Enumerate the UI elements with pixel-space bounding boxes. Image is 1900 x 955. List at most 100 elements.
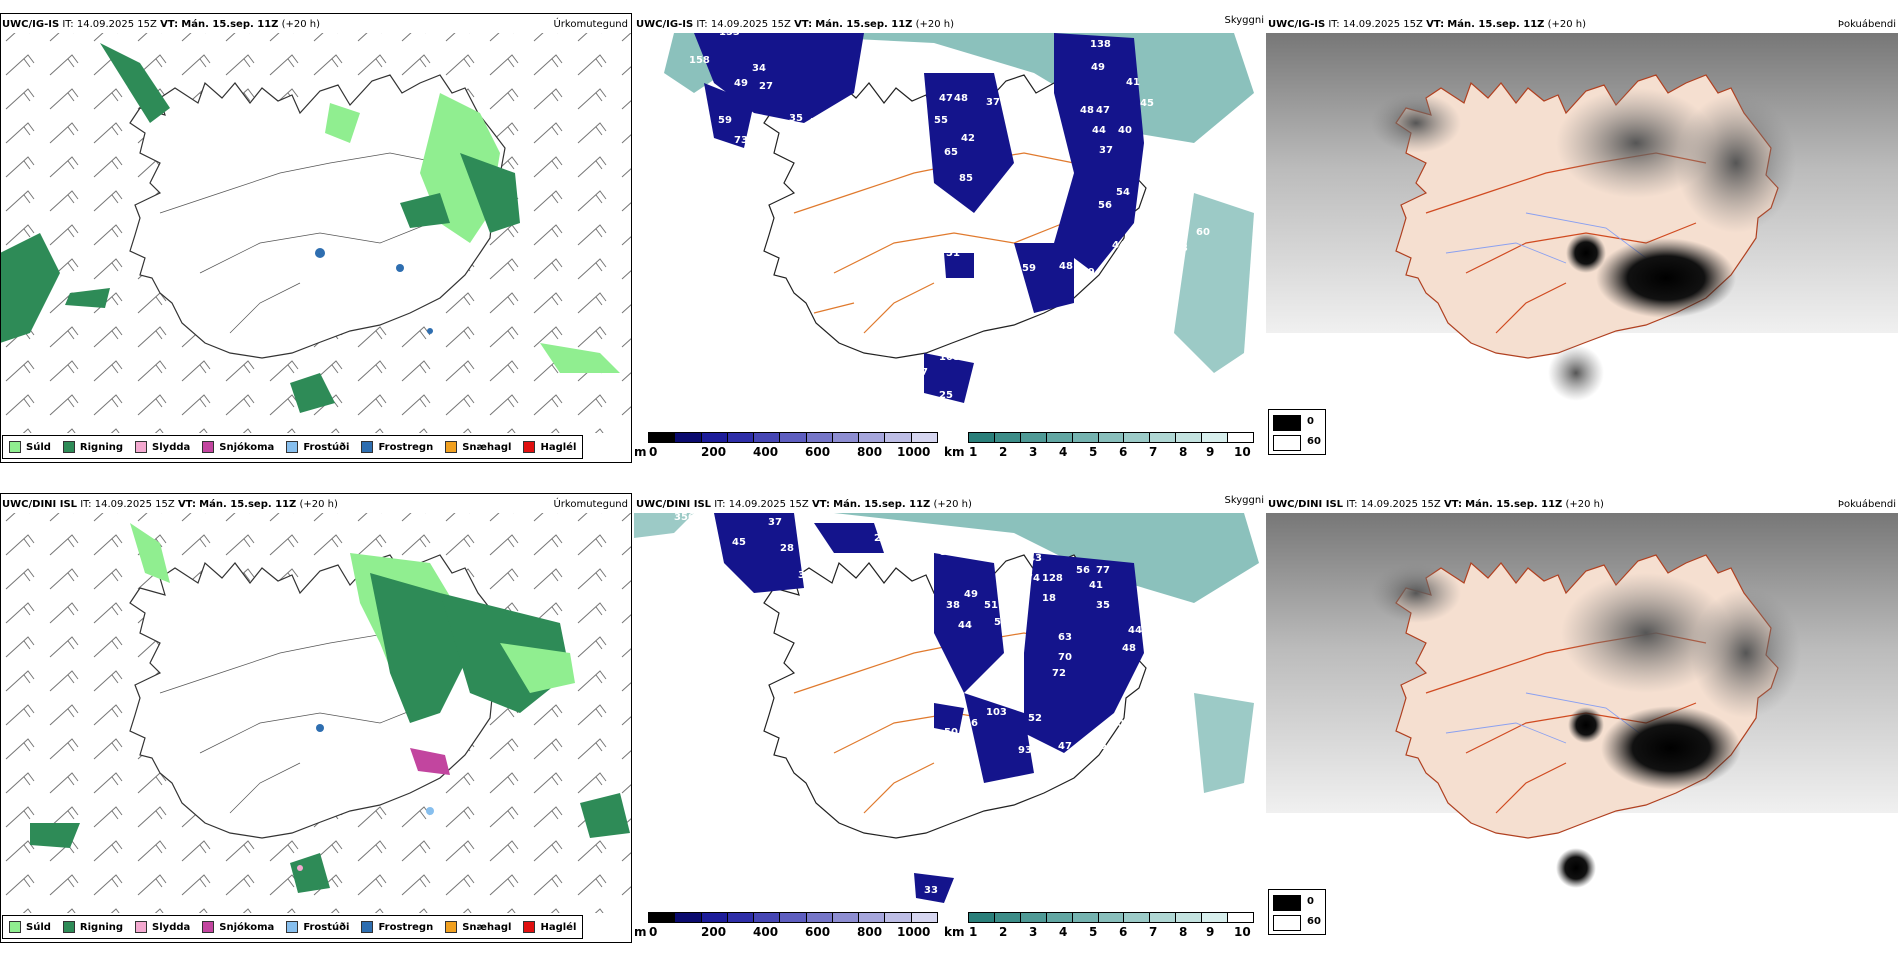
svg-text:43: 43	[1028, 553, 1042, 564]
svg-text:138: 138	[1090, 39, 1111, 50]
it-value: 14.09.2025 15Z	[728, 499, 809, 510]
svg-text:115: 115	[862, 57, 883, 68]
svg-text:510: 510	[910, 527, 931, 538]
visibility-panel-bottom: 356 502 37 45 28 33 263 510 31 40 49 38 …	[634, 493, 1266, 955]
svg-text:49: 49	[964, 589, 978, 600]
model-name: UWC/IG-IS	[2, 19, 60, 30]
svg-text:48: 48	[1164, 215, 1178, 226]
svg-text:33: 33	[924, 885, 938, 896]
svg-text:37: 37	[1099, 145, 1113, 156]
svg-text:48: 48	[1122, 643, 1136, 654]
vt-label: VT:	[811, 499, 830, 510]
colorbar-tick: 400	[753, 445, 779, 459]
svg-text:63: 63	[1174, 243, 1188, 254]
legend-item: Frostregn	[361, 441, 433, 453]
fog-index-map	[1266, 493, 1898, 955]
svg-text:44: 44	[1032, 100, 1046, 111]
svg-text:263: 263	[874, 533, 895, 544]
svg-text:40: 40	[1118, 125, 1132, 136]
svg-text:70: 70	[1058, 652, 1072, 663]
it-value: 14.09.2025 15Z	[1342, 19, 1423, 30]
svg-text:103: 103	[986, 707, 1007, 718]
svg-text:34: 34	[752, 63, 766, 74]
svg-text:44: 44	[808, 117, 822, 128]
precip-type-panel-bottom: UWC/DINI ISL IT: 14.09.2025 15Z VT: Mán.…	[0, 493, 632, 955]
colorbar-tick: 1000	[897, 445, 931, 459]
svg-text:94: 94	[1049, 137, 1063, 148]
svg-text:38: 38	[946, 600, 960, 611]
precip-type-map	[0, 13, 632, 475]
legend-item: Frostúði	[286, 921, 349, 933]
it-label: IT:	[696, 19, 708, 30]
svg-text:47: 47	[914, 367, 928, 378]
svg-text:44: 44	[1092, 125, 1106, 136]
colorbar-tick: 4	[1059, 445, 1068, 459]
colorbar-unit: km	[944, 925, 965, 939]
legend-item: Snjókoma	[202, 921, 274, 933]
svg-text:50: 50	[944, 727, 958, 738]
svg-text:56: 56	[964, 718, 978, 729]
it-label: IT:	[80, 499, 92, 510]
lead-time: (+20 h)	[1547, 19, 1587, 30]
precip-legend: Súld Rigning Slydda Snjókoma Frostúði Fr…	[2, 435, 584, 459]
svg-text:41: 41	[1126, 77, 1140, 88]
svg-text:33: 33	[798, 570, 812, 581]
svg-text:38: 38	[1116, 261, 1130, 272]
it-label: IT:	[1328, 19, 1340, 30]
svg-text:44: 44	[1128, 625, 1142, 636]
svg-text:63: 63	[1058, 632, 1072, 643]
vt-value: Mán. 15.sep. 11Z	[1447, 19, 1545, 30]
vt-value: Mán. 15.sep. 11Z	[833, 499, 931, 510]
svg-text:34: 34	[1158, 751, 1172, 762]
svg-text:48: 48	[1059, 261, 1073, 272]
visibility-value-labels: 153 158 34 49 27 59 73 35 44 115 117 66 …	[689, 27, 1210, 401]
low-visibility-areas	[694, 33, 1144, 403]
svg-text:128: 128	[1042, 573, 1063, 584]
svg-text:48: 48	[1080, 105, 1094, 116]
colorbar-tick: 3	[1029, 445, 1038, 459]
svg-text:37: 37	[768, 517, 782, 528]
svg-text:38: 38	[1184, 610, 1198, 621]
svg-text:37: 37	[986, 97, 1000, 108]
fog-legend: 0 60	[1268, 409, 1326, 455]
colorbar-tick: 3	[1029, 925, 1038, 939]
svg-text:51: 51	[946, 248, 960, 259]
svg-text:45: 45	[732, 537, 746, 548]
svg-text:32: 32	[1164, 187, 1178, 198]
svg-text:27: 27	[759, 81, 773, 92]
svg-text:42: 42	[961, 133, 975, 144]
svg-text:73: 73	[734, 135, 748, 146]
lead-time: (+20 h)	[915, 19, 955, 30]
legend-item: Rigning	[62, 441, 123, 453]
svg-text:59: 59	[718, 115, 732, 126]
vt-value: Mán. 15.sep. 11Z	[1465, 499, 1563, 510]
panel-header: UWC/DINI ISL IT: 14.09.2025 15Z VT: Mán.…	[636, 499, 972, 510]
snow-area	[410, 748, 450, 775]
low-visibility-areas	[714, 513, 1144, 903]
svg-text:109: 109	[1074, 267, 1095, 278]
visibility-map: 356 502 37 45 28 33 263 510 31 40 49 38 …	[634, 493, 1266, 955]
svg-text:26: 26	[1192, 183, 1206, 194]
colorbar-tick: 4	[1059, 925, 1068, 939]
model-name: UWC/IG-IS	[636, 19, 694, 30]
precip-legend: Súld Rigning Slydda Snjókoma Frostúði Fr…	[2, 915, 584, 939]
legend-item: Snæhagl	[445, 921, 511, 933]
svg-text:48: 48	[954, 93, 968, 104]
colorbar-tick: 10	[1234, 925, 1251, 939]
colorbar-tick: 600	[805, 925, 831, 939]
svg-text:44: 44	[1112, 240, 1126, 251]
svg-text:47: 47	[1058, 741, 1072, 752]
svg-text:72: 72	[1052, 668, 1066, 679]
vt-label: VT:	[1443, 499, 1462, 510]
freezing-rain-spots	[297, 724, 434, 871]
fog-index-panel-top: UWC/IG-IS IT: 14.09.2025 15Z VT: Mán. 15…	[1266, 13, 1898, 475]
svg-text:35: 35	[789, 113, 803, 124]
model-name: UWC/IG-IS	[1268, 19, 1326, 30]
colorbar-tick: 10	[1234, 445, 1251, 459]
vt-value: Mán. 15.sep. 11Z	[815, 19, 913, 30]
colorbar-tick: 200	[701, 925, 727, 939]
svg-text:41: 41	[1089, 580, 1103, 591]
svg-text:74: 74	[1026, 573, 1040, 584]
lead-time: (+20 h)	[933, 499, 972, 510]
colorbar-tick: 2	[999, 925, 1008, 939]
